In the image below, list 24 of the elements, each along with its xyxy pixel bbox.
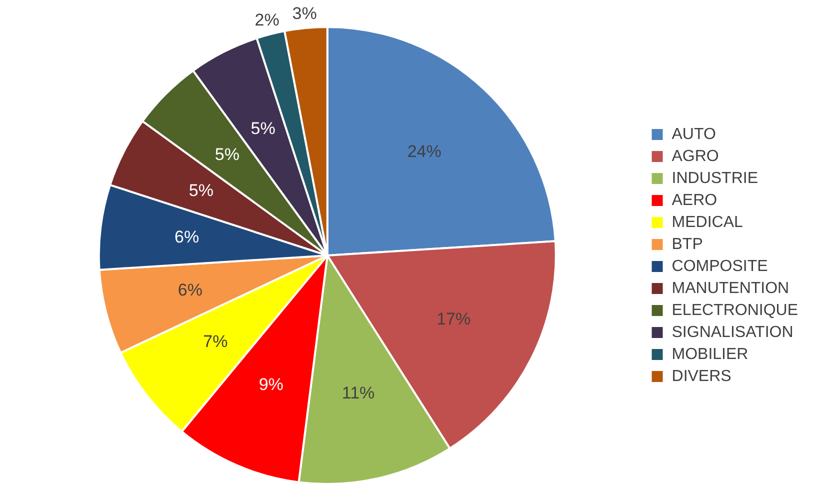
data-label: 11% xyxy=(342,383,375,402)
legend-label: MANUTENTION xyxy=(672,280,790,297)
data-label: 9% xyxy=(258,375,284,394)
legend-label: MOBILIER xyxy=(672,346,748,363)
data-label: 2% xyxy=(254,10,280,30)
data-label: 5% xyxy=(188,180,214,200)
legend-label: BTP xyxy=(672,236,703,253)
legend-label: AGRO xyxy=(672,148,719,165)
data-label: 5% xyxy=(214,145,240,164)
data-label: 17% xyxy=(436,310,471,329)
data-label: 6% xyxy=(174,227,200,246)
data-label: 5% xyxy=(250,118,276,138)
legend-label: SIGNALISATION xyxy=(672,324,794,341)
legend-label: MEDICAL xyxy=(672,214,743,231)
data-label: 24% xyxy=(407,142,442,161)
legend-label: AUTO xyxy=(672,126,716,143)
legend-label: ELECTRONIQUE xyxy=(672,302,798,319)
legend-label: INDUSTRIE xyxy=(672,170,758,187)
data-label: 3% xyxy=(292,4,317,23)
data-label: 7% xyxy=(203,332,228,352)
legend-label: AERO xyxy=(672,192,718,209)
legend-label: COMPOSITE xyxy=(672,258,768,275)
data-label: 6% xyxy=(178,280,202,300)
legend-label: DIVERS xyxy=(672,368,732,385)
